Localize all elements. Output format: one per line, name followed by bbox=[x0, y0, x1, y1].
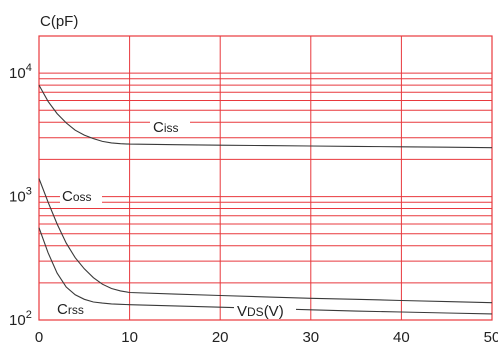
x-tick-label: 20 bbox=[212, 329, 229, 346]
coss-label: Coss bbox=[62, 188, 92, 205]
grid bbox=[38, 35, 493, 321]
y-tick-label: 102 bbox=[9, 309, 32, 329]
y-tick-label: 104 bbox=[9, 62, 32, 82]
x-axis-title-main: V bbox=[237, 303, 247, 320]
y-tick-exponent: 4 bbox=[26, 62, 32, 74]
vds-label-bg bbox=[234, 301, 296, 319]
x-tick-label: 0 bbox=[35, 329, 43, 346]
coss-label-bg bbox=[60, 186, 102, 204]
x-tick-label: 50 bbox=[484, 329, 498, 346]
x-tick-label: 10 bbox=[121, 329, 138, 346]
plot-border bbox=[38, 35, 493, 321]
crss-label-main: C bbox=[57, 301, 68, 318]
series-labels: Ciss Coss Crss VDS(V) bbox=[57, 117, 296, 320]
y-tick-base: 10 bbox=[9, 189, 26, 206]
x-axis-title: VDS(V) bbox=[237, 303, 284, 320]
x-tick-labels: 0 10 20 30 40 50 bbox=[35, 329, 498, 346]
ciss-label-main: C bbox=[153, 119, 164, 136]
y-tick-exponent: 2 bbox=[26, 309, 32, 321]
y-tick-label: 103 bbox=[9, 186, 32, 206]
series-line-crss bbox=[38, 227, 493, 315]
ciss-label-sub: iss bbox=[164, 121, 179, 135]
x-axis-title-sub: DS bbox=[247, 305, 264, 319]
coss-label-sub: oss bbox=[73, 190, 92, 204]
series-line-coss bbox=[38, 178, 493, 304]
x-tick-label: 40 bbox=[393, 329, 410, 346]
y-axis-title: C(pF) bbox=[40, 13, 78, 30]
curves bbox=[38, 84, 493, 315]
coss-label-main: C bbox=[62, 188, 73, 205]
crss-label-sub: rss bbox=[68, 303, 84, 317]
ciss-label-bg bbox=[150, 117, 190, 135]
y-tick-base: 10 bbox=[9, 312, 26, 329]
ciss-label: Ciss bbox=[153, 119, 179, 136]
crss-label: Crss bbox=[57, 301, 84, 318]
x-tick-label: 30 bbox=[302, 329, 319, 346]
y-tick-exponent: 3 bbox=[26, 186, 32, 198]
x-axis-title-unit: (V) bbox=[264, 303, 284, 320]
series-line-ciss bbox=[38, 84, 493, 149]
y-tick-base: 10 bbox=[9, 65, 26, 82]
